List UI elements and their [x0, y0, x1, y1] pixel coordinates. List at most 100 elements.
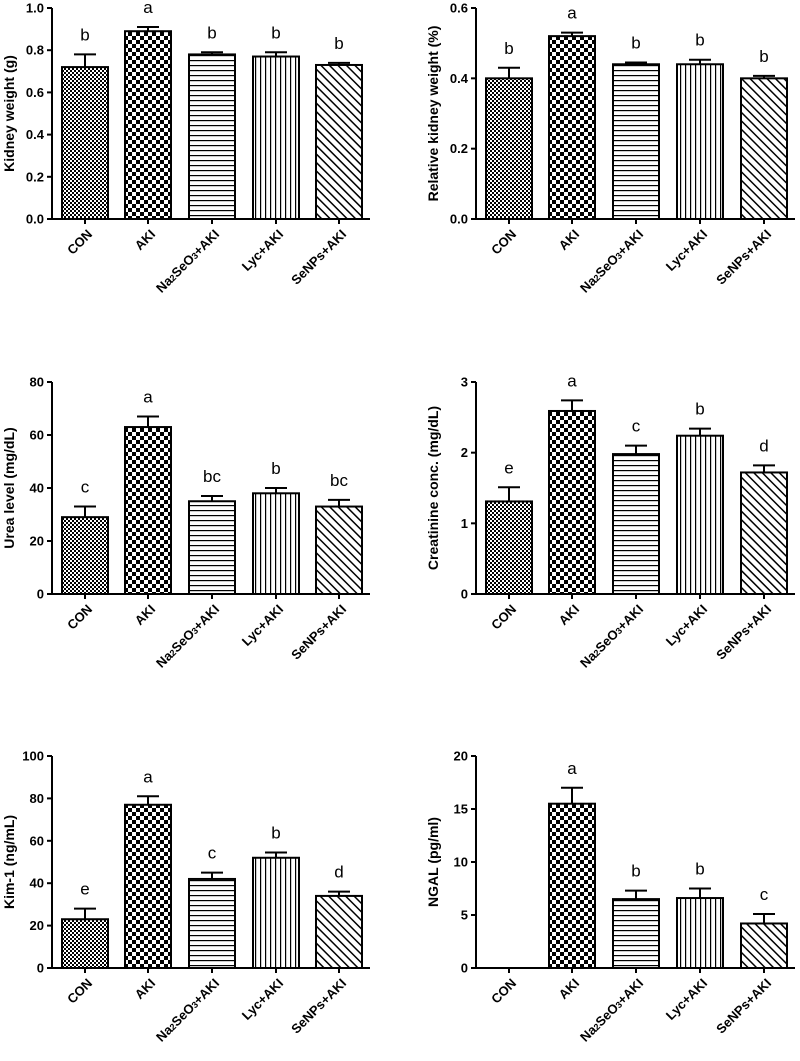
- x-tick-label: SeNPs+AKI: [713, 602, 774, 663]
- x-tick-label: CON: [488, 602, 519, 633]
- bar: [188, 500, 236, 595]
- y-axis-title: Relative kidney weight (%): [425, 26, 441, 202]
- x-tick-label: CON: [488, 976, 519, 1007]
- bar: [485, 77, 533, 221]
- y-tick-label: 0.0: [26, 212, 44, 227]
- chart-panel-5: 0 20 40 60 80 100 Kim-1 (ng/mL) e CON a AKI c Na2SeO…: [1, 749, 370, 1045]
- significance-letter: b: [334, 34, 343, 53]
- y-tick-label: 0.6: [450, 1, 468, 16]
- chart-panel-4: 0 1 2 3 Creatinine conc. (mg/dL) e CON a AKI c Na2…: [425, 371, 795, 671]
- chart-panel-6: 0 5 10 15 20 NGAL (pg/ml) CON a AKI b Na2SeO3+AKI b…: [425, 749, 795, 1045]
- bar: [612, 63, 660, 221]
- y-axis-title: Creatinine conc. (mg/dL): [425, 406, 441, 570]
- bar: [740, 471, 788, 596]
- y-tick-label: 1.0: [26, 1, 44, 16]
- bar: [252, 856, 300, 970]
- significance-letter: bc: [203, 467, 221, 486]
- significance-letter: a: [567, 759, 577, 778]
- y-tick-label: 80: [30, 375, 44, 390]
- significance-letter: d: [759, 436, 768, 455]
- bar: [548, 35, 596, 221]
- bar: [188, 53, 236, 220]
- bar: [612, 453, 660, 595]
- bar: [61, 516, 109, 596]
- bar: [315, 505, 363, 595]
- x-tick-label: CON: [64, 976, 95, 1007]
- significance-letter: b: [695, 31, 704, 50]
- significance-letter: c: [760, 885, 769, 904]
- y-tick-label: 0: [37, 961, 44, 976]
- x-tick-label: SeNPs+AKI: [288, 602, 349, 663]
- bar: [548, 409, 596, 595]
- significance-letter: b: [504, 39, 513, 58]
- y-tick-label: 0.6: [26, 85, 44, 100]
- y-axis-title: Kidney weight (g): [1, 55, 17, 172]
- significance-letter: b: [759, 47, 768, 66]
- bar: [124, 30, 172, 220]
- y-tick-label: 20: [30, 534, 44, 549]
- bar: [612, 898, 660, 969]
- bar: [188, 877, 236, 970]
- bar: [315, 894, 363, 969]
- x-tick-label: SeNPs+AKI: [288, 227, 349, 288]
- bar: [676, 63, 724, 221]
- bar: [124, 426, 172, 595]
- bar: [548, 802, 596, 970]
- x-tick-label: SeNPs+AKI: [713, 976, 774, 1037]
- y-tick-label: 0: [461, 961, 468, 976]
- y-tick-label: 0: [461, 587, 468, 602]
- chart-panel-1: 0.0 0.2 0.4 0.6 0.8 1.0 Kidney weight (g) b CON a…: [1, 0, 370, 296]
- significance-letter: b: [271, 823, 280, 842]
- significance-letter: d: [334, 863, 343, 882]
- bar: [252, 55, 300, 220]
- bar: [61, 918, 109, 969]
- chart-panel-3: 0 20 40 60 80 Urea level (mg/dL) c CON a AKI bc Na2…: [1, 375, 370, 671]
- y-tick-label: 3: [461, 375, 468, 390]
- bar: [315, 63, 363, 220]
- x-tick-label: AKI: [132, 976, 158, 1002]
- y-tick-label: 40: [30, 481, 44, 496]
- bar: [740, 77, 788, 221]
- significance-letter: a: [567, 4, 577, 23]
- significance-letter: a: [143, 0, 153, 17]
- y-tick-label: 60: [30, 428, 44, 443]
- x-tick-label: CON: [64, 602, 95, 633]
- significance-letter: b: [695, 400, 704, 419]
- y-tick-label: 0.2: [450, 141, 468, 156]
- significance-letter: c: [208, 844, 217, 863]
- y-tick-label: 0.4: [26, 127, 45, 142]
- bar: [676, 434, 724, 595]
- x-tick-label: Na2SeO3+AKI: [577, 227, 646, 296]
- x-tick-label: AKI: [556, 602, 582, 628]
- chart-panel-2: 0.0 0.2 0.4 0.6 Relative kidney weight (%) b C…: [425, 1, 795, 296]
- y-tick-label: 20: [30, 918, 44, 933]
- significance-letter: c: [81, 478, 90, 497]
- x-tick-label: Na2SeO3+AKI: [577, 976, 646, 1045]
- x-tick-label: Lyc+AKI: [239, 602, 286, 649]
- bar: [676, 897, 724, 969]
- x-tick-label: CON: [64, 227, 95, 258]
- significance-letter: b: [631, 862, 640, 881]
- y-tick-label: 20: [454, 749, 468, 764]
- x-tick-label: SeNPs+AKI: [288, 976, 349, 1037]
- x-tick-label: SeNPs+AKI: [713, 227, 774, 288]
- y-axis-title: Urea level (mg/dL): [1, 427, 17, 548]
- bar: [252, 492, 300, 595]
- y-tick-label: 0: [37, 587, 44, 602]
- bar: [740, 922, 788, 969]
- x-tick-label: Lyc+AKI: [239, 227, 286, 274]
- x-tick-label: Lyc+AKI: [663, 602, 710, 649]
- bar: [124, 803, 172, 970]
- significance-letter: b: [271, 23, 280, 42]
- x-tick-label: Lyc+AKI: [663, 227, 710, 274]
- bar: [61, 66, 109, 220]
- y-axis-title: Kim-1 (ng/mL): [1, 815, 17, 909]
- x-tick-label: Lyc+AKI: [239, 976, 286, 1023]
- significance-letter: e: [80, 880, 89, 899]
- y-tick-label: 60: [30, 833, 44, 848]
- y-tick-label: 2: [461, 445, 468, 460]
- y-tick-label: 0.2: [26, 169, 44, 184]
- x-tick-label: Na2SeO3+AKI: [153, 976, 222, 1045]
- significance-letter: b: [207, 23, 216, 42]
